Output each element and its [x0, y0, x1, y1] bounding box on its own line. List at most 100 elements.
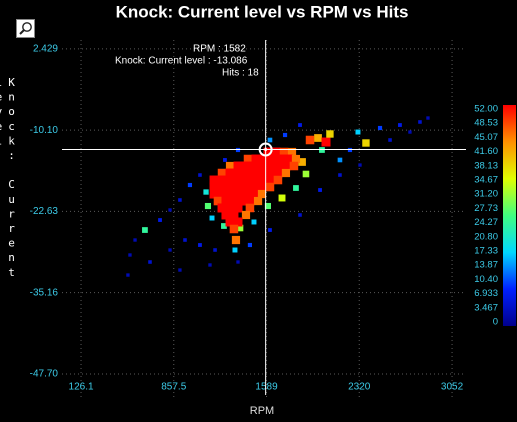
point: [241, 210, 251, 220]
x-axis-label: RPM: [250, 405, 274, 417]
colorbar-tick-label: 10.40: [474, 274, 498, 285]
colorbar-tick-label: 0: [493, 317, 498, 328]
y-tick-label: 2.429: [33, 44, 58, 55]
colorbar-tick-label: 48.53: [474, 118, 498, 129]
cursor-dot: [264, 148, 268, 152]
point: [249, 161, 259, 171]
point: [183, 238, 187, 242]
point: [281, 168, 291, 178]
point: [225, 217, 235, 227]
point: [133, 238, 137, 242]
point: [257, 175, 267, 185]
point: [213, 196, 223, 206]
point: [142, 227, 148, 233]
y-tick-label: -35.16: [30, 287, 59, 298]
point: [225, 161, 235, 171]
point: [426, 116, 430, 120]
point: [249, 175, 259, 185]
x-tick-label: 3052: [441, 382, 464, 393]
point: [225, 203, 235, 213]
colorbar-tick-label: 45.07: [474, 132, 498, 143]
colorbar-tick-label: 52.00: [474, 104, 498, 115]
x-tick-label: 126.1: [69, 382, 94, 393]
point: [267, 137, 273, 143]
point: [233, 175, 243, 185]
colorbar-tick-label: 38.13: [474, 160, 498, 171]
point: [289, 161, 299, 171]
colorbar-tick-label: 13.87: [474, 260, 498, 271]
point: [321, 137, 331, 147]
zoom-button[interactable]: [16, 19, 35, 38]
point: [245, 196, 255, 206]
point: [398, 123, 402, 127]
point: [298, 213, 302, 217]
point: [267, 154, 277, 164]
point: [279, 147, 289, 157]
point: [265, 168, 275, 178]
point: [217, 182, 227, 192]
point: [408, 130, 412, 134]
point: [338, 173, 342, 177]
zoom-icon[interactable]: [17, 20, 34, 37]
point: [126, 273, 130, 277]
point: [291, 154, 301, 164]
y-tick-label: -47.70: [30, 369, 59, 380]
point: [305, 135, 315, 145]
point: [221, 223, 227, 229]
point: [229, 224, 239, 234]
colorbar-tick-label: 27.73: [474, 203, 498, 214]
point: [264, 202, 271, 210]
point: [225, 182, 235, 192]
y-tick-label: -10.10: [30, 125, 59, 136]
point: [241, 168, 251, 178]
point: [225, 168, 235, 178]
colorbar-tick-label: 24.27: [474, 217, 498, 228]
colorbar-tick-label: 41.60: [474, 146, 498, 157]
point: [148, 260, 152, 264]
point: [273, 175, 283, 185]
point: [418, 120, 422, 124]
point: [245, 203, 255, 213]
point: [265, 182, 275, 192]
colorbar-tick-label: 34.67: [474, 175, 498, 186]
point: [232, 247, 238, 253]
point: [362, 139, 370, 147]
x-tick-label: 1589: [255, 382, 278, 393]
point: [233, 217, 243, 227]
point: [209, 175, 219, 185]
point: [283, 154, 293, 164]
point: [198, 243, 202, 247]
point: [213, 248, 217, 252]
point: [251, 154, 261, 164]
point: [243, 154, 253, 164]
point: [265, 161, 275, 171]
point: [314, 134, 322, 142]
colorbar-tick-label: 3.467: [474, 302, 498, 313]
point: [326, 130, 334, 138]
chart-title: Knock: Current level vs RPM vs Hits: [116, 2, 409, 21]
point: [233, 161, 243, 171]
cursor-readout: Knock: Current level : -13.086: [115, 56, 248, 67]
point: [209, 182, 219, 192]
point: [278, 194, 286, 202]
colorbar-tick-label: 31.20: [474, 189, 498, 200]
point: [204, 202, 212, 210]
point: [233, 189, 243, 199]
y-tick-label: -22.63: [30, 206, 59, 217]
point: [282, 132, 288, 138]
point: [198, 173, 202, 177]
point: [275, 154, 285, 164]
point: [377, 125, 383, 131]
point: [236, 260, 240, 264]
point: [217, 175, 227, 185]
point: [273, 161, 283, 171]
point: [208, 263, 212, 267]
point: [259, 154, 269, 164]
point: [251, 219, 257, 225]
point: [241, 182, 251, 192]
point: [257, 168, 267, 178]
point: [298, 123, 302, 127]
point: [253, 196, 263, 206]
